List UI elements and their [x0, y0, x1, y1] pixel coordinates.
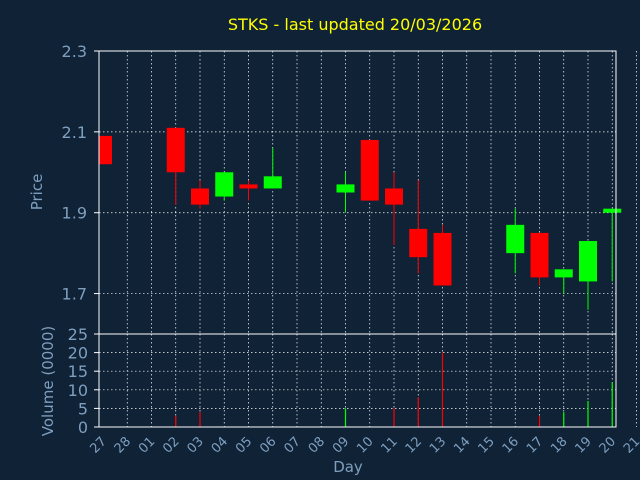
candle-body — [263, 176, 282, 189]
candle-10 — [360, 139, 379, 201]
x-tick-label: 12 — [403, 434, 425, 456]
candle-12 — [409, 180, 428, 274]
volume-plot-frame — [98, 333, 617, 428]
candle-02 — [166, 127, 185, 205]
candle-body — [603, 208, 622, 213]
x-tick-label: 20 — [597, 434, 619, 456]
x-tick-label: 21 — [621, 434, 640, 456]
candle-body — [99, 135, 112, 165]
x-tick-label: 27 — [88, 434, 110, 456]
x-tick-label: 02 — [160, 434, 182, 456]
x-tick-label: 08 — [306, 434, 328, 456]
price-tick-label: 1.7 — [62, 285, 87, 304]
volume-tick-label: 5 — [78, 399, 88, 418]
candle-body — [409, 228, 428, 258]
candle-09 — [336, 172, 355, 213]
x-tick-label: 13 — [427, 434, 449, 456]
price-y-ticks: 2.3 2.1 1.9 1.7 — [62, 42, 99, 304]
volume-grid — [99, 334, 637, 427]
candle-body — [530, 232, 549, 278]
candle-body — [579, 241, 597, 282]
x-tick-label: 14 — [451, 434, 473, 456]
x-axis-label: Day — [333, 458, 363, 476]
candle-body — [433, 232, 452, 286]
x-tick-label: 07 — [282, 434, 304, 456]
x-tick-label: 17 — [524, 434, 546, 456]
x-tick-label: 11 — [379, 434, 401, 456]
candle-04 — [215, 172, 234, 201]
price-tick-label: 2.3 — [62, 42, 87, 61]
x-tick-label: 03 — [185, 434, 207, 456]
volume-tick-label: 10 — [68, 381, 88, 400]
candle-11 — [385, 172, 403, 246]
candle-body — [215, 172, 234, 197]
volume-tick-label: 25 — [68, 325, 88, 344]
x-tick-label: 19 — [573, 434, 595, 456]
candle-19 — [579, 241, 597, 310]
x-tick-label: 09 — [330, 434, 352, 456]
candle-body — [506, 224, 525, 254]
candle-body — [360, 139, 379, 201]
x-tick-label: 10 — [354, 434, 376, 456]
candle-03 — [191, 180, 209, 209]
x-tick-label: 04 — [209, 434, 231, 456]
candle-body — [385, 188, 403, 205]
price-plot-frame — [98, 50, 617, 335]
x-tick-label: 15 — [476, 434, 498, 456]
x-tick-label: 28 — [112, 434, 134, 456]
chart-title: STKS - last updated 20/03/2026 — [228, 15, 482, 34]
candle-body — [239, 184, 258, 189]
x-tick-label: 18 — [548, 434, 570, 456]
candle-05 — [239, 180, 258, 201]
candle-06 — [263, 148, 282, 189]
x-tick-label: 06 — [257, 434, 279, 456]
candle-17 — [530, 232, 549, 286]
candle-18 — [554, 269, 573, 294]
candle-27 — [99, 135, 112, 165]
candle-13 — [433, 224, 452, 286]
x-tick-label: 01 — [136, 434, 158, 456]
price-tick-label: 1.9 — [62, 204, 87, 223]
x-axis-ticks: 27 28 01 02 03 04 05 06 07 08 09 10 11 12 13 14 15 16 17 18… — [88, 434, 640, 456]
price-axis-label: Price — [28, 174, 46, 211]
x-tick-label: 16 — [500, 434, 522, 456]
candle-16 — [506, 208, 525, 274]
candlestick-series — [99, 127, 622, 310]
volume-axis-label: Volume (0000) — [39, 326, 57, 436]
volume-tick-label: 15 — [68, 362, 88, 381]
candle-20 — [603, 208, 622, 282]
x-tick-label: 05 — [233, 434, 255, 456]
candle-body — [554, 269, 573, 278]
candle-body — [191, 188, 209, 205]
candle-body — [166, 127, 185, 173]
volume-tick-label: 20 — [68, 344, 88, 363]
candle-body — [336, 184, 355, 193]
volume-series — [175, 352, 613, 427]
price-tick-label: 2.1 — [62, 123, 87, 142]
volume-tick-label: 0 — [78, 418, 88, 437]
